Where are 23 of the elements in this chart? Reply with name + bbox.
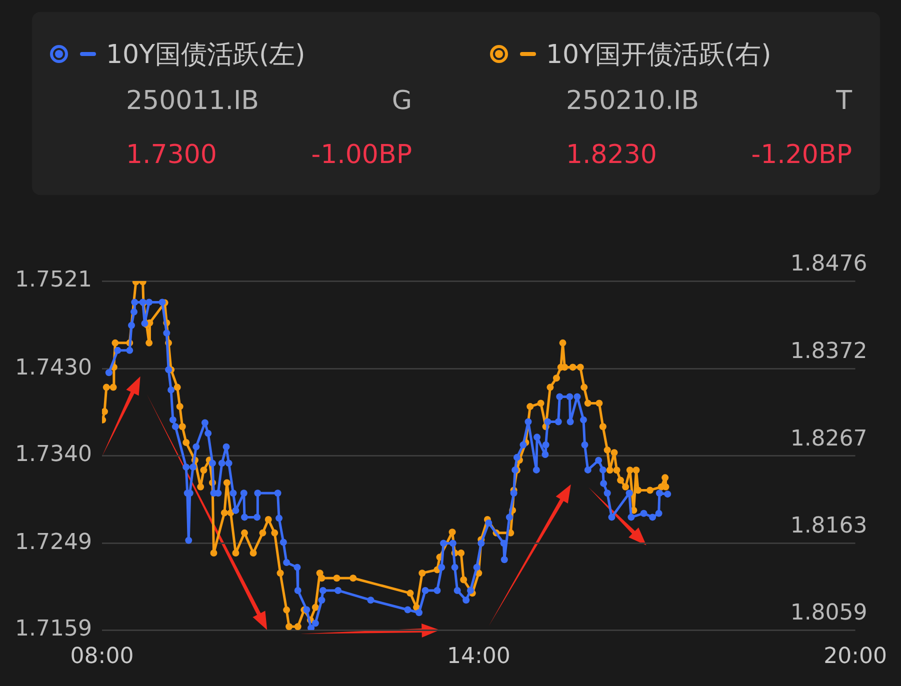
text: T <box>836 86 852 116</box>
text: 250011.IB <box>126 86 260 116</box>
y-tick-label: 1.7159 <box>15 616 92 642</box>
y2-tick-label: 1.8372 <box>790 338 868 364</box>
y-tick-label: 1.7340 <box>15 442 92 468</box>
x-tick-label: 20:00 <box>824 644 888 669</box>
y2-tick-label: 1.8059 <box>790 600 868 626</box>
text: 1.7300 <box>126 140 217 170</box>
y2-tick-label: 1.8267 <box>790 426 868 452</box>
text: -1.00BP <box>311 140 412 170</box>
text: G <box>392 86 412 116</box>
legend-label: 10Y国债活跃(左) <box>106 38 306 72</box>
text: -1.20BP <box>751 140 852 170</box>
x-tick-label: 08:00 <box>70 644 134 669</box>
legend-label: 10Y国开债活跃(右) <box>546 38 772 72</box>
x-tick-label: 14:00 <box>446 644 510 669</box>
y-tick-label: 1.7430 <box>15 355 92 380</box>
text: 250210.IB <box>566 86 700 116</box>
y-tick-label: 1.7249 <box>15 530 92 555</box>
y-tick-label: 1.7521 <box>15 268 92 293</box>
y2-tick-label: 1.8476 <box>790 252 868 277</box>
text: 1.8230 <box>566 140 657 170</box>
y2-tick-label: 1.8163 <box>790 514 868 539</box>
